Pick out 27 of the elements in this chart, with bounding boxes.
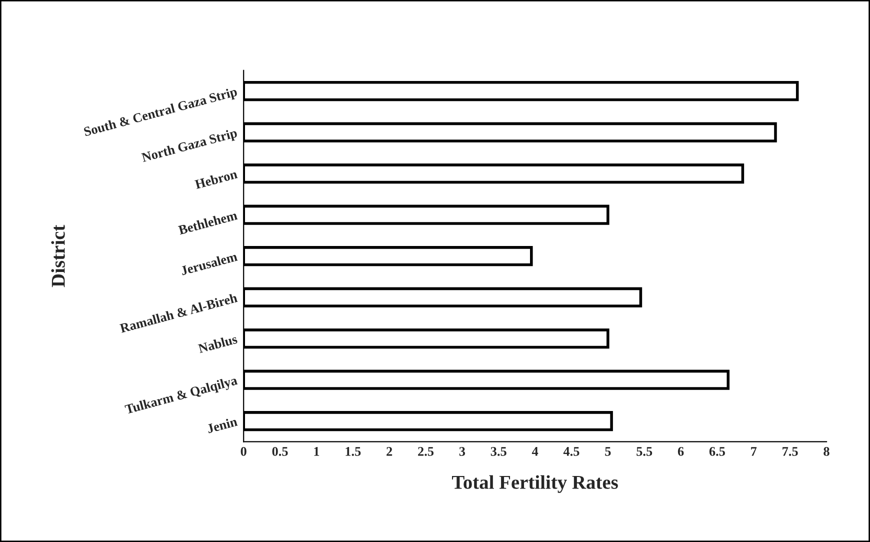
y-tick-label: North Gaza Strip — [141, 128, 238, 165]
x-tick-label: 6 — [678, 447, 684, 456]
x-tick-label: 2.5 — [418, 447, 434, 456]
x-tick-label: 3 — [459, 447, 466, 456]
y-tick-label: Ramallah & Al-Bireh — [119, 292, 238, 333]
y-tick-label: Bethlehem — [178, 210, 238, 235]
y-axis-title: District — [51, 224, 65, 288]
y-tick-label: Tulkarm & Qalqilya — [124, 375, 239, 417]
x-tick-label: 3.5 — [490, 447, 506, 456]
x-tick-label: 0.5 — [272, 446, 288, 456]
x-axis-title: Total Fertility Rates — [452, 475, 618, 493]
y-tick-label: Hebron — [194, 169, 238, 190]
x-tick-label: 7.5 — [782, 447, 798, 456]
x-tick-label: 4.5 — [563, 447, 580, 456]
x-tick-label: 4 — [532, 447, 538, 456]
x-tick-label: 5.5 — [636, 447, 652, 456]
x-tick-label: 6.5 — [709, 447, 725, 456]
x-tick-label: 2 — [386, 447, 392, 456]
x-tick-label: 1 — [314, 447, 320, 456]
y-tick-label: Jenin — [206, 416, 238, 434]
x-tick-label: 8 — [824, 446, 830, 456]
x-tick-label: 0 — [240, 446, 246, 456]
x-tick-label: 7 — [751, 447, 757, 456]
x-tick-label: 5 — [605, 447, 611, 456]
y-tick-label: Nablus — [198, 334, 238, 354]
x-tick-label: 1.5 — [346, 447, 361, 456]
y-tick-label: Jerusalem — [180, 252, 238, 276]
